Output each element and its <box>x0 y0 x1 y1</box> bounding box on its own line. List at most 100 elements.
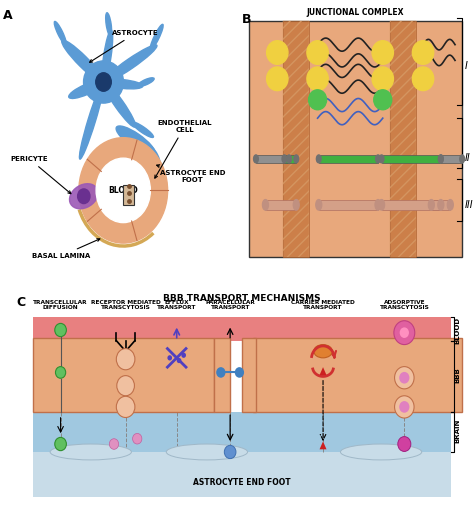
Bar <box>256 155 289 163</box>
Circle shape <box>109 439 118 449</box>
Text: BLOOD: BLOOD <box>455 317 461 343</box>
Ellipse shape <box>282 155 287 163</box>
Bar <box>253 338 462 412</box>
Circle shape <box>374 90 392 110</box>
Circle shape <box>177 358 182 363</box>
Circle shape <box>394 367 414 389</box>
Text: ADSORPTIVE
TRANSCYTOSIS: ADSORPTIVE TRANSCYTOSIS <box>380 299 429 311</box>
Bar <box>284 155 296 163</box>
Circle shape <box>79 138 168 243</box>
Circle shape <box>55 437 66 450</box>
Text: BLOOD: BLOOD <box>109 186 138 195</box>
Ellipse shape <box>150 24 163 50</box>
Ellipse shape <box>316 155 321 163</box>
Bar <box>283 21 309 258</box>
Ellipse shape <box>428 199 434 210</box>
Text: I: I <box>465 61 467 71</box>
Circle shape <box>78 189 90 204</box>
Circle shape <box>372 67 393 90</box>
Circle shape <box>266 67 288 90</box>
Ellipse shape <box>80 82 104 159</box>
Ellipse shape <box>103 79 143 89</box>
Polygon shape <box>319 441 327 449</box>
Ellipse shape <box>83 61 124 103</box>
Ellipse shape <box>316 199 322 210</box>
Text: BBB TRANSPORT MECHANISMS: BBB TRANSPORT MECHANISMS <box>163 294 320 303</box>
Circle shape <box>399 372 410 384</box>
Text: ENDOTHELIAL
CELL: ENDOTHELIAL CELL <box>155 120 212 178</box>
Bar <box>431 199 450 210</box>
Circle shape <box>182 352 186 358</box>
Ellipse shape <box>340 444 422 460</box>
Ellipse shape <box>116 126 155 155</box>
Circle shape <box>307 67 328 90</box>
Ellipse shape <box>314 344 332 358</box>
Text: BRAIN: BRAIN <box>455 419 461 443</box>
Bar <box>33 452 451 497</box>
Text: ASTROCYTE: ASTROCYTE <box>90 30 159 62</box>
Circle shape <box>266 41 288 64</box>
Bar <box>382 199 441 210</box>
Bar <box>33 412 451 452</box>
Text: JUNCTIONAL COMPLEX: JUNCTIONAL COMPLEX <box>307 8 404 17</box>
Text: B: B <box>242 13 251 26</box>
Ellipse shape <box>138 78 154 86</box>
Ellipse shape <box>438 155 443 163</box>
Ellipse shape <box>103 45 157 82</box>
Circle shape <box>394 396 414 418</box>
Text: EFFLUX
TRANSPORT: EFFLUX TRANSPORT <box>157 299 196 311</box>
Ellipse shape <box>379 155 384 163</box>
Text: ASTROCYTE END
FOOT: ASTROCYTE END FOOT <box>157 165 225 183</box>
Bar <box>283 21 309 258</box>
Ellipse shape <box>438 155 443 163</box>
Ellipse shape <box>293 199 299 210</box>
Text: BBB: BBB <box>455 367 461 383</box>
Text: TRANSCELLULAR
DIFFUSION: TRANSCELLULAR DIFFUSION <box>33 299 88 311</box>
Text: ASTROCYTE END FOOT: ASTROCYTE END FOOT <box>193 478 291 487</box>
Ellipse shape <box>447 199 453 210</box>
Bar <box>123 184 134 205</box>
Bar <box>382 155 441 163</box>
Circle shape <box>224 445 236 459</box>
Bar <box>242 338 255 412</box>
Circle shape <box>412 67 434 90</box>
Bar <box>319 155 378 163</box>
Circle shape <box>394 321 415 344</box>
Text: C: C <box>17 295 26 309</box>
Ellipse shape <box>263 199 268 210</box>
Ellipse shape <box>460 155 465 163</box>
Ellipse shape <box>102 30 113 82</box>
Polygon shape <box>319 367 327 375</box>
Ellipse shape <box>54 21 66 44</box>
Bar <box>33 317 451 340</box>
Circle shape <box>167 355 172 361</box>
Ellipse shape <box>375 199 381 210</box>
Text: PERICYTE: PERICYTE <box>11 156 71 193</box>
Bar <box>214 338 230 412</box>
Ellipse shape <box>287 155 292 163</box>
Bar <box>33 338 214 412</box>
Circle shape <box>55 367 66 378</box>
Bar <box>441 155 462 163</box>
Bar <box>319 199 378 210</box>
Circle shape <box>372 41 393 64</box>
Circle shape <box>96 158 150 223</box>
Text: RECEPTOR MEDIATED
TRANSCYTOSIS: RECEPTOR MEDIATED TRANSCYTOSIS <box>91 299 161 311</box>
Circle shape <box>309 90 327 110</box>
Ellipse shape <box>106 13 112 36</box>
Circle shape <box>133 433 142 444</box>
Circle shape <box>96 73 111 91</box>
Circle shape <box>116 396 135 418</box>
Text: II: II <box>465 153 470 163</box>
Circle shape <box>55 323 66 337</box>
Ellipse shape <box>62 40 104 82</box>
Text: III: III <box>465 200 473 210</box>
Text: PARACELLULAR
TRANSPORT: PARACELLULAR TRANSPORT <box>205 299 255 311</box>
Text: A: A <box>2 9 12 22</box>
Circle shape <box>116 348 135 370</box>
Ellipse shape <box>50 444 131 460</box>
Circle shape <box>399 401 410 413</box>
Ellipse shape <box>70 184 98 209</box>
Text: BASAL LAMINA: BASAL LAMINA <box>33 239 100 259</box>
Ellipse shape <box>438 199 444 210</box>
